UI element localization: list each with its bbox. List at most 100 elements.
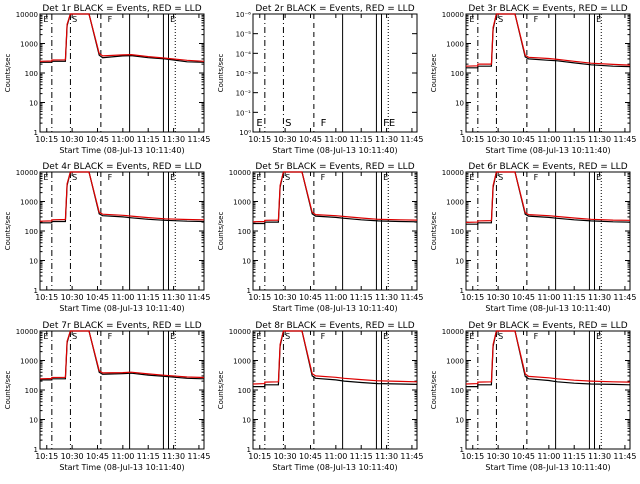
plot-frame [39,330,205,450]
x-tick-label: 11:15 [350,135,373,144]
x-tick-label: 11:00 [537,293,560,302]
y-tick-label: 10 [29,100,38,108]
event-marker-label: S [285,118,291,129]
series-events-line [253,330,418,388]
event-marker-label: S [498,332,503,341]
event-marker-label: E [596,15,601,24]
x-tick-label: 10:30 [487,293,510,302]
event-marker-label: F [108,173,113,182]
x-tick-label: 10:15 [248,135,271,144]
x-tick-label: 11:45 [613,135,636,144]
series-events-line [40,330,205,381]
y-axis-title: Counts/sec [4,54,12,93]
x-tick-label: 10:45 [86,452,109,461]
event-marker-label: F [321,118,327,129]
event-marker-label: E [383,332,388,341]
panel-title: Det 9r BLACK = Events, RED = LLD [468,321,627,331]
y-tick-label: 10000 [16,169,38,177]
x-tick-label: 11:30 [588,135,611,144]
panel-title: Det 3r BLACK = Events, RED = LLD [468,4,627,14]
event-marker-label: S [72,15,77,24]
x-axis-title: Start Time (08-Jul-13 10:11:40) [272,304,397,313]
x-tick-label: 11:30 [375,135,398,144]
y-axis-title: Counts/sec [430,54,438,93]
x-tick-label: 10:30 [274,293,297,302]
series-lld-line [465,171,631,223]
event-marker-label: E [469,173,474,182]
x-tick-label: 10:15 [461,293,484,302]
event-marker-label: E [43,332,48,341]
y-tick-label: 1000 [20,358,38,366]
y-tick-label: 10 [29,258,38,266]
x-axis-title: Start Time (08-Jul-13 10:11:40) [485,463,610,472]
x-tick-label: 10:15 [35,452,58,461]
plot-frame [252,171,418,291]
y-tick-label: 1 [34,129,38,137]
y-axis-title: Counts/sec [430,212,438,251]
y-tick-label: 10 [29,417,38,425]
x-tick-label: 11:00 [324,135,347,144]
y-tick-label: 1000 [233,358,251,366]
series-lld-line [39,330,205,380]
series-lld-line [465,13,631,67]
x-tick-label: 10:45 [86,135,109,144]
panel-title: Det 4r BLACK = Events, RED = LLD [42,162,201,172]
y-tick-label: 10000 [442,328,464,336]
x-tick-label: 10:45 [512,452,535,461]
plot-frame [252,13,418,133]
plot-frame [252,330,418,450]
series-lld-line [252,330,418,385]
panel-title: Det 2r BLACK = Events, RED = LLD [255,4,414,14]
x-tick-label: 10:30 [274,452,297,461]
detector-panel-7: Det 7r BLACK = Events, RED = LLD 10:15 10:… [4,321,210,472]
x-tick-label: 11:00 [537,135,560,144]
y-tick-label: 100 [25,228,38,236]
x-tick-label: 10:45 [299,452,322,461]
y-tick-label: 10⁻¹ [236,109,252,117]
x-tick-label: 11:45 [187,135,210,144]
series-lld-line [465,330,631,385]
x-tick-label: 11:45 [613,452,636,461]
y-axis-title: Counts/sec [4,371,12,410]
y-tick-label: 100 [451,387,464,395]
y-tick-label: 1 [247,446,251,454]
y-tick-label: 1 [460,129,464,137]
y-tick-label: 1000 [233,199,251,207]
x-tick-label: 11:15 [563,293,586,302]
panel-title: Det 8r BLACK = Events, RED = LLD [255,321,414,331]
y-tick-label: 10⁻⁵ [236,31,252,39]
x-tick-label: 11:30 [162,452,185,461]
y-tick-label: 10 [242,417,251,425]
x-axis-title: Start Time (08-Jul-13 10:11:40) [59,463,184,472]
x-tick-label: 11:30 [162,293,185,302]
x-tick-label: 11:45 [187,293,210,302]
event-marker-label: F [321,173,326,182]
y-tick-label: 1000 [446,358,464,366]
panel-title: Det 7r BLACK = Events, RED = LLD [42,321,201,331]
x-tick-label: 10:30 [487,135,510,144]
x-tick-label: 10:45 [299,135,322,144]
y-tick-label: 100 [238,228,251,236]
x-tick-label: 10:45 [512,293,535,302]
y-tick-label: 100 [238,387,251,395]
x-tick-label: 10:15 [35,293,58,302]
y-tick-label: 10 [455,417,464,425]
y-axis-title: Counts/sec [217,212,225,251]
x-tick-label: 10:30 [274,135,297,144]
series-lld-line [252,171,418,223]
series-events-line [253,171,418,225]
plot-frame [465,171,631,291]
x-tick-label: 10:15 [461,135,484,144]
y-tick-label: 10⁻⁴ [236,50,252,58]
x-tick-label: 11:45 [400,293,423,302]
y-tick-label: 10000 [16,11,38,19]
y-tick-label: 10000 [229,328,251,336]
y-axis-title: Counts/sec [217,54,225,93]
detector-panel-3: Det 3r BLACK = Events, RED = LLD 10:15 10:… [430,4,636,155]
plot-frame [465,330,631,450]
x-tick-label: 11:00 [324,452,347,461]
x-tick-label: 11:15 [137,135,160,144]
